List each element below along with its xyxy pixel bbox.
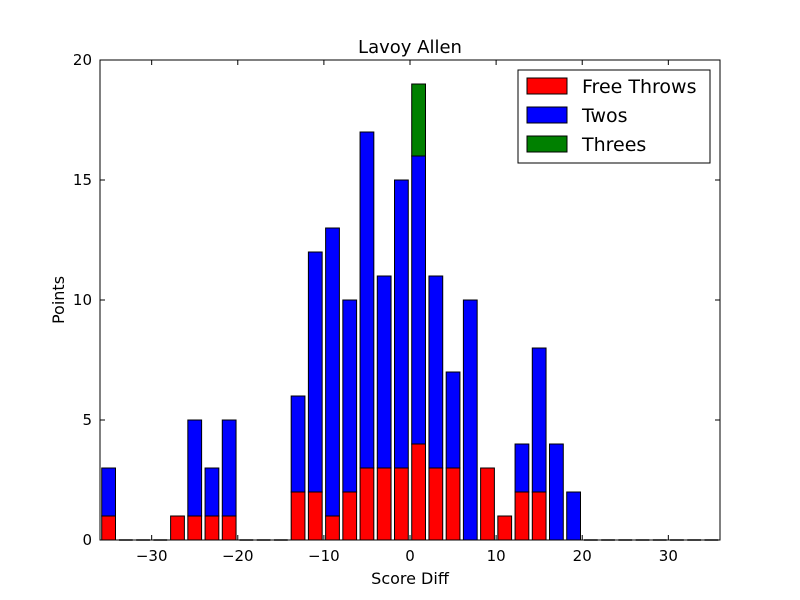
legend: Free Throws Twos Threes bbox=[517, 69, 711, 164]
bar-twos bbox=[514, 443, 530, 493]
bar-twos bbox=[307, 251, 323, 493]
bar-twos bbox=[445, 371, 461, 469]
bar-free-throws bbox=[480, 467, 495, 541]
bar-twos bbox=[221, 419, 237, 517]
y-tick-label: 10 bbox=[73, 291, 92, 309]
legend-swatch-free-throws bbox=[526, 77, 568, 95]
bar-free-throws bbox=[531, 491, 547, 541]
y-tick-label: 15 bbox=[73, 171, 92, 189]
legend-label-threes: Threes bbox=[581, 134, 646, 156]
bar-free-throws bbox=[221, 515, 237, 541]
bar-twos bbox=[549, 443, 564, 541]
bar-twos bbox=[394, 179, 409, 469]
x-tick-label: −20 bbox=[222, 547, 254, 565]
legend-label-free-throws: Free Throws bbox=[582, 76, 696, 98]
legend-swatch-threes bbox=[526, 135, 568, 153]
bar-free-throws bbox=[342, 491, 358, 541]
bar-free-throws bbox=[204, 515, 220, 541]
y-tick-label: 0 bbox=[82, 531, 92, 549]
bar-free-throws bbox=[359, 467, 375, 541]
y-axis-label: Points bbox=[49, 276, 68, 324]
x-tick-label: 10 bbox=[487, 547, 506, 565]
bar-twos bbox=[531, 347, 547, 493]
bar-free-throws bbox=[394, 467, 409, 541]
bar-twos bbox=[342, 299, 358, 493]
bar-free-throws bbox=[514, 491, 530, 541]
x-tick-label: 0 bbox=[405, 547, 415, 565]
x-tick-label: 30 bbox=[659, 547, 678, 565]
x-axis-label: Score Diff bbox=[371, 569, 450, 588]
bar-twos bbox=[411, 155, 427, 445]
bar-twos bbox=[101, 467, 116, 517]
bar-free-throws bbox=[497, 515, 513, 541]
y-tick-label: 20 bbox=[73, 51, 92, 69]
bar-free-throws bbox=[376, 467, 392, 541]
bar-free-throws bbox=[290, 491, 306, 541]
bar-twos bbox=[290, 395, 306, 493]
bar-twos bbox=[566, 491, 582, 541]
bar-free-throws bbox=[411, 443, 427, 541]
bar-free-throws bbox=[187, 515, 203, 541]
bar-twos bbox=[428, 275, 444, 469]
bar-threes bbox=[411, 83, 427, 157]
x-tick-label: 20 bbox=[573, 547, 592, 565]
bar-free-throws bbox=[307, 491, 323, 541]
y-axis: 0 5 10 15 20 bbox=[73, 51, 720, 549]
bar-free-throws bbox=[325, 515, 340, 541]
bars bbox=[101, 83, 719, 541]
x-tick-label: −10 bbox=[308, 547, 340, 565]
bar-twos bbox=[187, 419, 203, 517]
bar-free-throws bbox=[170, 515, 185, 541]
bar-twos bbox=[359, 131, 375, 469]
legend-label-twos: Twos bbox=[581, 105, 628, 127]
y-tick-label: 5 bbox=[82, 411, 92, 429]
bar-twos bbox=[204, 467, 220, 517]
bar-twos bbox=[325, 227, 340, 517]
bar-free-throws bbox=[445, 467, 461, 541]
x-axis: −30 −20 −10 0 10 20 30 bbox=[136, 60, 678, 565]
bar-twos bbox=[376, 275, 392, 469]
bar-twos bbox=[462, 299, 478, 541]
legend-swatch-twos bbox=[526, 106, 568, 124]
x-tick-label: −30 bbox=[136, 547, 168, 565]
bar-free-throws bbox=[101, 515, 116, 541]
bar-free-throws bbox=[428, 467, 444, 541]
chart-title: Lavoy Allen bbox=[358, 37, 462, 58]
